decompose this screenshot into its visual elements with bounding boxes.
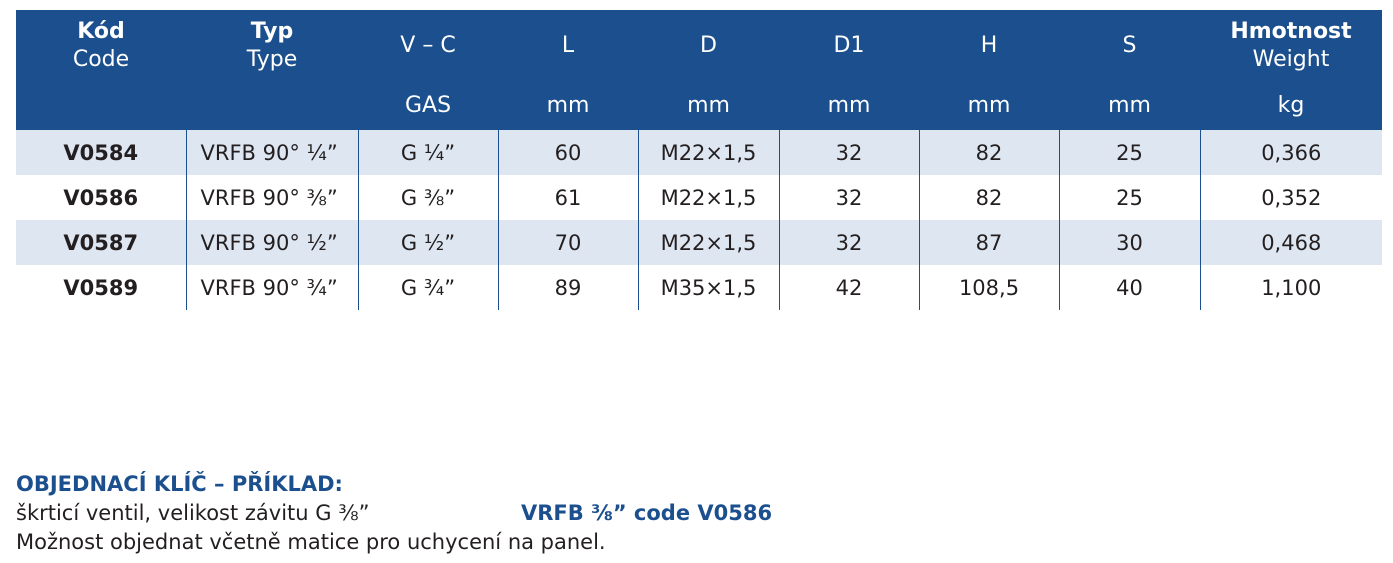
cell-code: V0587 — [16, 220, 186, 265]
header-d-label: D — [700, 33, 717, 58]
unit-type — [186, 86, 358, 130]
cell-vc: G ½” — [357, 220, 498, 265]
cell-vc: G ⅜” — [357, 175, 498, 220]
cell-weight: 1,100 — [1199, 265, 1382, 310]
table-header: Kód Code Typ Type V – C L D D1 H — [16, 10, 1382, 130]
header-type: Typ Type — [186, 10, 358, 86]
unit-code — [16, 86, 186, 130]
cell-type: VRFB 90° ½” — [185, 220, 358, 265]
cell-l: 70 — [497, 220, 638, 265]
cell-h: 87 — [918, 220, 1059, 265]
unit-d: mm — [638, 86, 779, 130]
order-key-line: škrticí ventil, velikost závitu G ⅜” VRF… — [16, 499, 1376, 528]
order-key-description: škrticí ventil, velikost závitu G ⅜” — [16, 501, 370, 525]
header-d: D — [638, 10, 779, 86]
cell-d: M22×1,5 — [637, 130, 779, 175]
header-d1-label: D1 — [833, 33, 865, 58]
cell-h: 108,5 — [918, 265, 1059, 310]
header-l: L — [498, 10, 638, 86]
header-d1: D1 — [779, 10, 919, 86]
unit-weight: kg — [1200, 86, 1382, 130]
unit-l: mm — [498, 86, 638, 130]
order-key-title: OBJEDNACÍ KLÍČ – PŘÍKLAD: — [16, 472, 343, 496]
cell-type: VRFB 90° ¾” — [185, 265, 358, 310]
cell-h: 82 — [918, 175, 1059, 220]
header-weight-cz: Hmotnost — [1230, 19, 1352, 44]
table-row: V0589 VRFB 90° ¾” G ¾” 89 M35×1,5 42 108… — [16, 265, 1382, 310]
cell-d1: 32 — [778, 130, 919, 175]
order-key-example: VRFB ⅜” code V0586 — [521, 501, 773, 525]
header-code-en: Code — [72, 47, 130, 72]
cell-code: V0589 — [63, 275, 139, 300]
cell-l: 60 — [497, 130, 638, 175]
cell-vc: G ¼” — [357, 130, 498, 175]
cell-vc: G ¾” — [357, 265, 498, 310]
header-vc-label: V – C — [400, 33, 456, 58]
header-code-cz: Kód — [77, 19, 125, 44]
cell-d1: 42 — [778, 265, 919, 310]
cell-weight: 0,352 — [1199, 175, 1382, 220]
header-h-label: H — [980, 33, 998, 58]
header-h: H — [919, 10, 1059, 86]
cell-d1: 32 — [778, 220, 919, 265]
cell-s: 25 — [1058, 175, 1200, 220]
header-s-label: S — [1122, 33, 1137, 58]
cell-d1: 32 — [778, 175, 919, 220]
cell-l: 61 — [497, 175, 638, 220]
header-vc: V – C — [358, 10, 498, 86]
table-row: V0587 VRFB 90° ½” G ½” 70 M22×1,5 32 87 … — [16, 220, 1382, 265]
unit-vc: GAS — [358, 86, 498, 130]
cell-l: 89 — [497, 265, 638, 310]
header-s: S — [1059, 10, 1200, 86]
header-weight: Hmotnost Weight — [1200, 10, 1382, 86]
cell-code: V0586 — [63, 185, 139, 210]
header-weight-en: Weight — [1252, 47, 1330, 72]
header-l-label: L — [561, 33, 575, 58]
table-row: V0586 VRFB 90° ⅜” G ⅜” 61 M22×1,5 32 82 … — [16, 175, 1382, 220]
unit-d1: mm — [779, 86, 919, 130]
cell-s: 30 — [1058, 220, 1200, 265]
order-key-note: Možnost objednat včetně matice pro uchyc… — [16, 530, 606, 554]
unit-h: mm — [919, 86, 1059, 130]
spec-table: Kód Code Typ Type V – C L D D1 H — [16, 10, 1382, 310]
order-key: OBJEDNACÍ KLÍČ – PŘÍKLAD: škrticí ventil… — [16, 470, 1376, 557]
header-type-en: Type — [246, 47, 298, 72]
cell-d: M35×1,5 — [637, 265, 779, 310]
unit-s: mm — [1059, 86, 1200, 130]
cell-d: M22×1,5 — [637, 220, 779, 265]
cell-type: VRFB 90° ⅜” — [185, 175, 358, 220]
cell-s: 40 — [1058, 265, 1200, 310]
table-body: V0584 VRFB 90° ¼” G ¼” 60 M22×1,5 32 82 … — [16, 130, 1382, 310]
table-row: V0584 VRFB 90° ¼” G ¼” 60 M22×1,5 32 82 … — [16, 130, 1382, 175]
header-type-cz: Typ — [250, 19, 294, 44]
cell-code: V0584 — [16, 130, 186, 175]
header-code: Kód Code — [16, 10, 186, 86]
cell-d: M22×1,5 — [637, 175, 779, 220]
cell-h: 82 — [918, 130, 1059, 175]
cell-type: VRFB 90° ¼” — [185, 130, 358, 175]
cell-s: 25 — [1058, 130, 1200, 175]
cell-weight: 0,366 — [1199, 130, 1382, 175]
cell-weight: 0,468 — [1199, 220, 1382, 265]
